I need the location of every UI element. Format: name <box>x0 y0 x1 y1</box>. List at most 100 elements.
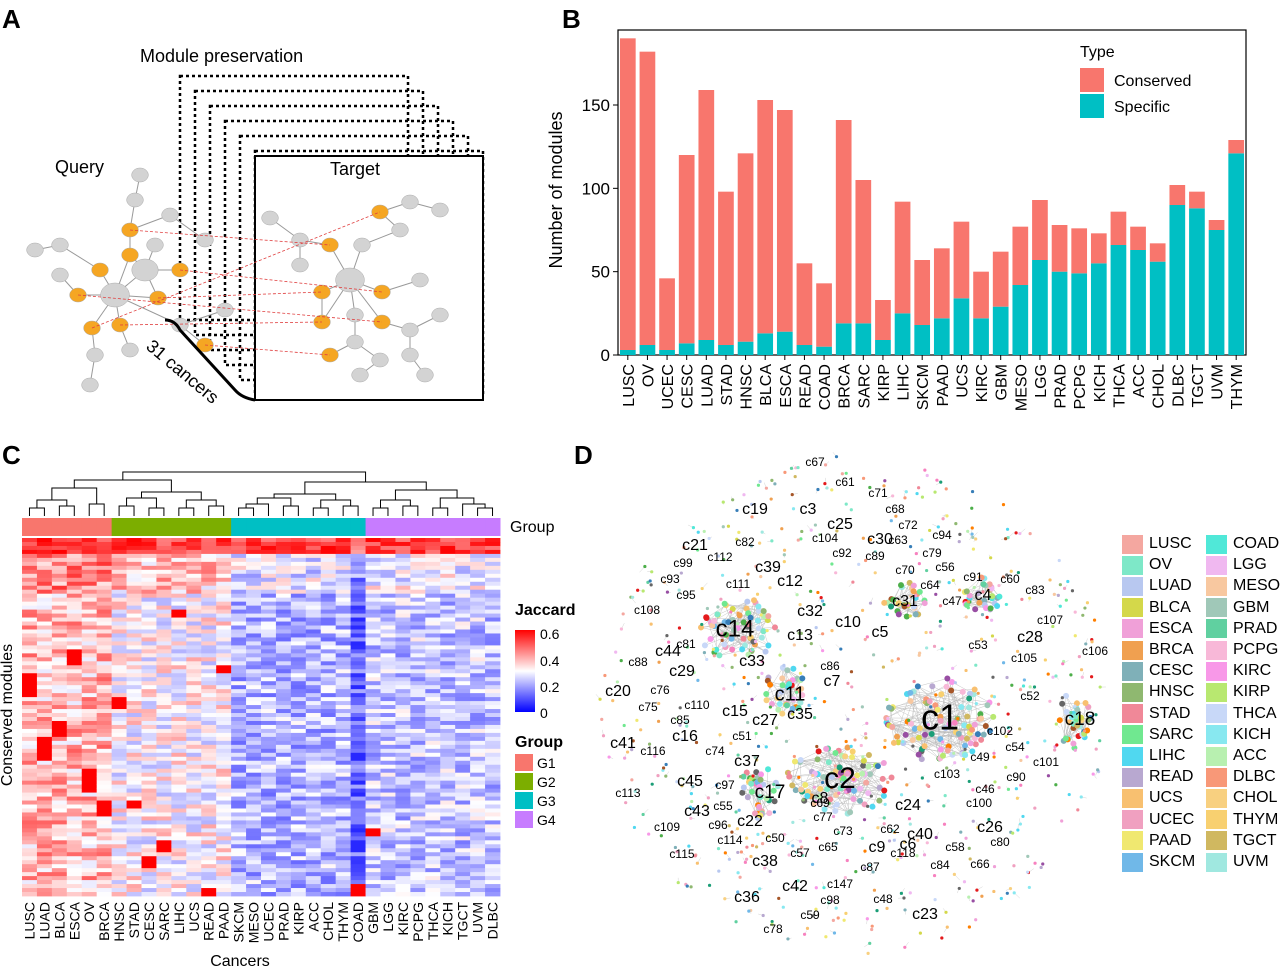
heat-cell <box>320 645 337 650</box>
heat-cell <box>425 641 441 646</box>
heat-cell <box>111 720 127 726</box>
heat-cell <box>395 760 411 766</box>
network-node <box>722 631 729 638</box>
heat-cell <box>350 720 366 726</box>
heat-cell <box>201 633 217 638</box>
heat-cell <box>261 617 277 622</box>
network-node <box>744 598 751 605</box>
x-tick-label: UCS <box>954 364 971 398</box>
network-node <box>702 529 706 534</box>
heat-cell <box>410 808 426 813</box>
network-node <box>938 604 943 608</box>
heat-cell <box>305 876 322 881</box>
heat-cell <box>380 661 396 666</box>
group-cell <box>365 518 381 536</box>
heat-cell <box>410 565 426 571</box>
heat-cell <box>305 848 322 853</box>
heat-cell <box>111 804 127 809</box>
heat-cell <box>111 772 127 778</box>
heat-cell <box>305 613 322 618</box>
heat-cell <box>365 864 381 869</box>
network-node <box>992 755 996 759</box>
heat-cell <box>231 876 247 881</box>
heat-cell <box>96 856 113 861</box>
heat-cell <box>22 868 38 873</box>
heat-cell <box>440 864 456 869</box>
network-edge <box>898 686 919 743</box>
heat-cell <box>156 657 172 662</box>
heat-cell <box>395 728 411 734</box>
heat-cell <box>320 880 337 885</box>
heat-cell <box>261 681 277 686</box>
heat-cell <box>81 744 98 750</box>
heat-cell <box>485 613 501 618</box>
heat-cell <box>350 748 366 754</box>
dendrogram-branch <box>282 505 299 516</box>
heat-cell <box>126 856 142 861</box>
heat-cell <box>395 565 411 571</box>
heat-cell <box>365 888 381 893</box>
heat-cell <box>171 784 187 789</box>
network-node <box>729 741 733 745</box>
heat-cell <box>275 772 292 778</box>
group-cell <box>290 518 307 536</box>
heat-cell <box>186 868 202 873</box>
heat-cell <box>126 538 142 543</box>
group-cell <box>231 518 247 536</box>
heat-cell <box>275 605 292 610</box>
network-node <box>689 816 693 820</box>
heat-cell <box>81 780 98 786</box>
heat-cell <box>305 720 322 726</box>
heat-cell <box>410 780 426 786</box>
heat-cell <box>350 732 366 738</box>
heat-cell <box>440 545 456 551</box>
heat-cell <box>66 565 83 571</box>
heat-cell <box>440 677 456 682</box>
heat-cell <box>485 553 501 559</box>
heat-cell <box>111 816 127 821</box>
heat-cell <box>36 764 53 770</box>
heat-cell <box>51 705 68 710</box>
heat-cell <box>141 860 157 865</box>
heat-cell <box>320 609 337 614</box>
network-edge <box>750 602 756 639</box>
group-cell <box>485 518 501 536</box>
heat-cell <box>440 796 456 801</box>
heat-cell <box>126 804 142 809</box>
network-node <box>966 690 973 697</box>
heat-cell <box>216 888 232 893</box>
heatmap: Group Conserved modules Cancers LUSCLUAD… <box>0 471 576 969</box>
heat-cell <box>320 728 337 734</box>
heat-cell <box>335 764 352 770</box>
heat-cell <box>126 701 142 706</box>
heat-cell <box>365 549 381 555</box>
heat-cell <box>455 701 471 706</box>
heat-cell <box>305 864 322 869</box>
heat-cell <box>246 868 262 873</box>
group-cell <box>320 518 337 536</box>
heat-cell <box>305 840 322 845</box>
heat-cell <box>66 756 83 762</box>
heat-cell <box>365 653 381 658</box>
heat-cell <box>365 796 381 801</box>
heat-cell <box>171 657 187 662</box>
module-network: c1c2c3c4c5c6c7c8c9c10c11c12c13c14c15c16c… <box>595 452 1108 955</box>
heat-cell <box>66 836 83 841</box>
heat-cell <box>81 856 98 861</box>
heat-cell <box>171 856 187 861</box>
heat-cell <box>380 717 396 722</box>
heat-cell <box>186 713 202 718</box>
heat-cell <box>201 880 217 885</box>
heat-cell <box>470 657 486 662</box>
heat-cell <box>126 748 142 754</box>
network-nodes <box>598 455 1102 955</box>
heat-cell <box>275 808 292 813</box>
network-node <box>780 527 784 531</box>
heat-cell <box>22 872 38 877</box>
heat-cell <box>36 697 53 702</box>
heat-cell <box>275 840 292 845</box>
heat-cell <box>305 681 322 686</box>
network-node <box>789 705 796 712</box>
network-node <box>765 766 772 773</box>
